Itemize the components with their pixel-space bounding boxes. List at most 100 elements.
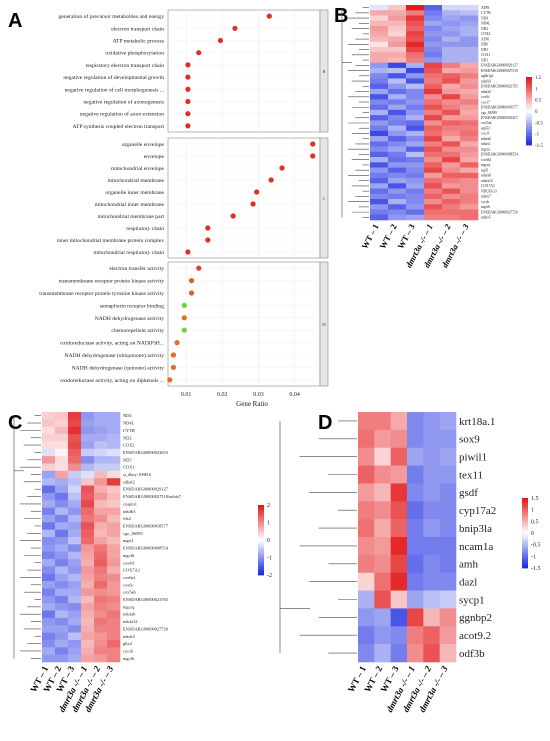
heatmap-cell	[424, 151, 443, 158]
term-label: organelle envelope	[122, 142, 165, 148]
heatmap-cell	[81, 441, 95, 450]
heatmap-cell	[442, 57, 461, 63]
term-label: negative regulation of cell morphogenesi…	[65, 86, 165, 93]
heatmap-cell	[358, 465, 375, 484]
gene-label: ndufa5	[481, 90, 491, 94]
colorbar-segment	[522, 556, 528, 560]
heatmap-cell	[107, 603, 121, 611]
heatmap-cell	[390, 644, 408, 663]
heatmap-cell	[424, 109, 443, 116]
term-label: semaphorin receptor binding	[100, 303, 165, 309]
heatmap-cell	[406, 109, 425, 116]
heatmap-cell	[81, 632, 95, 641]
heatmap-cell	[94, 559, 108, 567]
gene-label: ND4	[481, 16, 488, 20]
colorbar-segment	[258, 547, 264, 550]
term-dot	[185, 98, 191, 105]
heatmap-cell	[94, 412, 108, 420]
heatmap-cell	[358, 608, 375, 627]
heatmap-cell	[388, 125, 407, 132]
heatmap-cell	[370, 31, 389, 37]
heatmap-cell	[460, 36, 479, 43]
facet-strip-label: M	[322, 322, 326, 327]
heatmap-cell	[370, 115, 389, 121]
heatmap-cell	[358, 554, 375, 574]
colorbar-segment	[526, 97, 532, 101]
heatmap-cell	[407, 626, 424, 645]
gene-label: ENSDARG00000018577	[123, 524, 169, 529]
heatmap-cell	[42, 625, 56, 633]
heatmap-cell	[42, 500, 56, 508]
heatmap-cell	[442, 172, 461, 179]
term-label: transmembrane receptor protein kinase ac…	[59, 279, 165, 285]
heatmap-cell	[388, 146, 407, 153]
heatmap-cell	[94, 566, 108, 575]
heatmap-cell	[107, 522, 121, 530]
x-tick-label: 0.02	[217, 392, 228, 398]
heatmap-cell	[370, 162, 389, 168]
gene-label: ND6	[481, 43, 488, 47]
heatmap-cell	[107, 537, 121, 545]
heatmap-cell	[406, 52, 425, 58]
colorbar-segment	[526, 113, 532, 116]
heatmap-cell	[81, 412, 95, 420]
heatmap-cell	[424, 183, 443, 189]
facet-strip	[319, 137, 329, 259]
heatmap-cell	[460, 172, 479, 179]
heatmap-cell	[42, 566, 56, 575]
gene-label: cox17	[481, 100, 490, 104]
colorbar-segment	[526, 104, 532, 107]
colorbar-segment	[526, 90, 532, 94]
heatmap-cell	[442, 78, 461, 84]
term-dot	[205, 237, 211, 243]
heatmap-cell	[388, 141, 407, 147]
colorbar-segment	[522, 558, 528, 562]
heatmap-cell	[42, 456, 56, 464]
heatmap-cell	[94, 632, 108, 641]
heatmap-cell	[81, 566, 95, 575]
colorbar-segment	[258, 563, 264, 567]
facet-strip	[319, 261, 329, 387]
colorbar-segment	[258, 542, 264, 546]
term-dot	[268, 177, 274, 183]
heatmap-cell	[370, 57, 389, 63]
heatmap-cell	[442, 31, 461, 37]
heatmap-cell	[406, 146, 425, 153]
heatmap-cell	[390, 608, 408, 627]
gene-label: cisqitn1	[123, 501, 137, 506]
term-label: negative regulation of axonogenesis	[83, 99, 164, 106]
heatmap-cell	[107, 647, 121, 655]
heatmap-cell	[81, 559, 95, 567]
heatmap-cell	[68, 603, 82, 611]
term-dot	[188, 278, 195, 284]
gene-label: ND2	[481, 27, 488, 31]
heatmap-cell	[358, 572, 375, 591]
colorbar-segment	[522, 554, 528, 557]
heatmap-cell	[94, 441, 108, 450]
heatmap-cell	[370, 109, 389, 116]
heatmap-cell	[406, 172, 425, 179]
gene-label: ND1	[481, 58, 488, 62]
heatmap-cell	[55, 470, 69, 479]
heatmap-cell	[442, 178, 461, 184]
heatmap-cell	[81, 522, 95, 530]
heatmap-cell	[107, 595, 121, 604]
heatmap-cell	[94, 456, 108, 464]
heatmap-cell	[423, 572, 440, 591]
heatmap-cell	[107, 559, 121, 567]
heatmap-cell	[424, 57, 443, 63]
heatmap-cell	[55, 492, 69, 501]
term-dot	[230, 213, 236, 219]
colorbar-segment	[522, 516, 528, 520]
heatmap-cell	[424, 5, 443, 11]
heatmap-cell	[370, 178, 389, 184]
colorbar-segment	[522, 544, 528, 548]
heatmap-cell	[423, 412, 440, 431]
term-label: oxidative phosphorylation	[105, 51, 164, 57]
gene-label: gsdf	[459, 487, 478, 499]
heatmap-cell	[370, 83, 389, 90]
heatmap-cell	[370, 120, 389, 126]
colorbar-tick: -1.5	[535, 144, 543, 149]
heatmap-cell	[460, 162, 479, 168]
term-dot	[185, 62, 191, 68]
